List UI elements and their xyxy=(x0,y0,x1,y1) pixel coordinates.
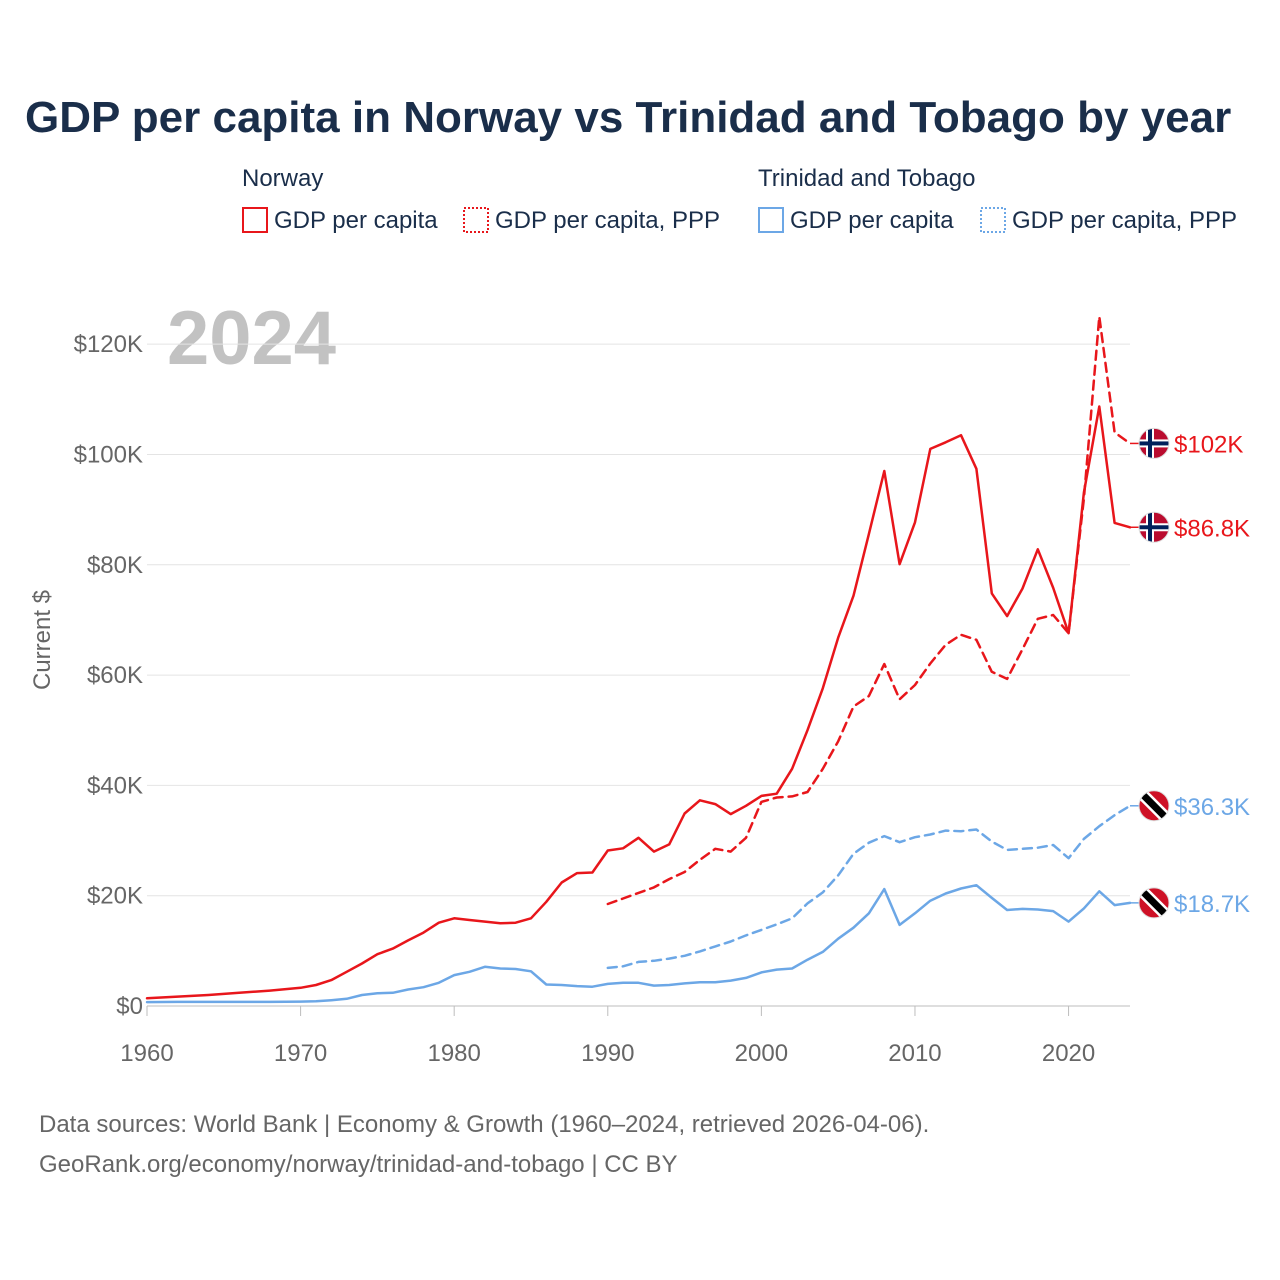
x-tick-label: 2020 xyxy=(1042,1040,1095,1067)
trinidad-flag-icon xyxy=(1138,887,1170,919)
x-tick-label: 1960 xyxy=(120,1040,173,1067)
y-tick-label: $60K xyxy=(87,662,143,689)
legend-label-norway-gdp: GDP per capita xyxy=(274,207,438,234)
legend-swatch-norway-ppp xyxy=(463,207,489,233)
end-value-label: $102K xyxy=(1174,431,1243,458)
norway-flag-icon xyxy=(1138,511,1170,543)
series-line-trinidad-and-tobago-gdp-per-capita xyxy=(145,883,1132,1004)
y-axis: $0 $20K $40K $60K $80K $100K $120K xyxy=(74,331,143,1020)
legend-group-norway: Norway xyxy=(242,165,323,192)
y-axis-label: Current $ xyxy=(29,590,56,690)
legend-group-trinidad: Trinidad and Tobago xyxy=(758,165,976,192)
end-labels: $86.8K $102K $18.7K $36.3K xyxy=(1130,427,1250,919)
legend-swatch-norway-gdp xyxy=(242,207,268,233)
y-tick-label: $80K xyxy=(87,552,143,579)
series-layer xyxy=(145,315,1132,1004)
legend-swatch-trinidad-ppp xyxy=(980,207,1006,233)
chart-title: GDP per capita in Norway vs Trinidad and… xyxy=(25,93,1231,142)
grid xyxy=(147,343,1130,1007)
x-tick-label: 1970 xyxy=(274,1040,327,1067)
year-label: 2024 xyxy=(167,296,336,381)
y-tick-label: $20K xyxy=(87,883,143,910)
x-tick-label: 2000 xyxy=(735,1040,788,1067)
y-tick-label: $120K xyxy=(74,331,143,358)
y-tick-label: $40K xyxy=(87,772,143,799)
footer-url: GeoRank.org/economy/norway/trinidad-and-… xyxy=(39,1151,678,1178)
y-tick-label: $0 xyxy=(116,993,143,1020)
x-tick-label: 1980 xyxy=(427,1040,480,1067)
trinidad-flag-icon xyxy=(1138,790,1170,822)
end-value-label: $18.7K xyxy=(1174,891,1250,918)
x-tick-label: 1990 xyxy=(581,1040,634,1067)
end-value-label: $36.3K xyxy=(1174,794,1250,821)
series-line-norway-gdp-per-capita xyxy=(145,405,1132,1000)
x-tick-label: 2010 xyxy=(888,1040,941,1067)
legend-swatch-trinidad-gdp xyxy=(758,207,784,233)
end-value-label: $86.8K xyxy=(1174,515,1250,542)
legend: Norway GDP per capita GDP per capita, PP… xyxy=(242,165,1237,234)
norway-flag-icon xyxy=(1138,427,1170,459)
legend-label-norway-ppp: GDP per capita, PPP xyxy=(495,207,720,234)
series-line-norway-gdp-per-capita-ppp xyxy=(606,315,1132,906)
legend-label-trinidad-gdp: GDP per capita xyxy=(790,207,954,234)
y-tick-label: $100K xyxy=(74,441,143,468)
series-line-trinidad-and-tobago-gdp-per-capita-ppp xyxy=(606,804,1132,970)
footer-sources: Data sources: World Bank | Economy & Gro… xyxy=(39,1111,929,1138)
legend-label-trinidad-ppp: GDP per capita, PPP xyxy=(1012,207,1237,234)
x-axis: 1960 1970 1980 1990 2000 2010 2020 xyxy=(120,1006,1095,1067)
